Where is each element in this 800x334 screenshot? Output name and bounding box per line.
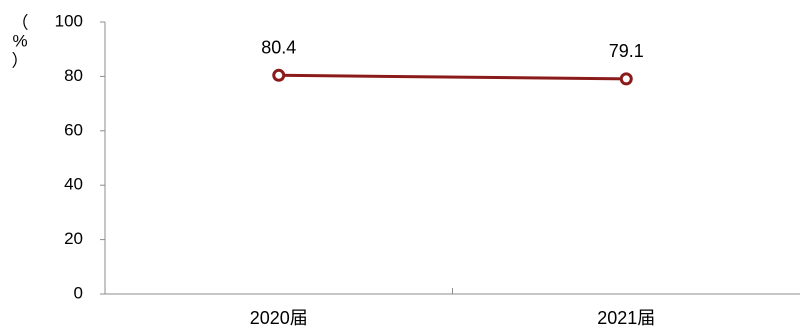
x-axis-ticks: 2020届 2021届	[250, 288, 655, 328]
y-axis-label-unit: %	[12, 31, 27, 50]
y-axis-label-open: （	[12, 13, 29, 32]
data-label: 80.4	[261, 37, 296, 57]
axes	[104, 22, 800, 295]
y-tick-label: 20	[64, 229, 83, 248]
x-tick-label: 2021届	[597, 308, 655, 328]
x-tick-label: 2020届	[250, 308, 308, 328]
y-axis-ticks: 0 20 40 60 80 100	[55, 11, 105, 302]
y-tick-label: 40	[64, 175, 83, 194]
series-line	[278, 73, 627, 81]
y-tick-label: 60	[64, 120, 83, 139]
y-axis-label: （ % ）	[12, 13, 29, 70]
y-axis-label-close: ）	[12, 51, 29, 70]
data-point	[272, 68, 286, 82]
data-label: 79.1	[609, 41, 644, 61]
series-group: 80.4 79.1	[261, 37, 644, 86]
y-tick-label: 100	[55, 11, 83, 30]
y-tick-label: 0	[74, 283, 83, 302]
data-point	[619, 72, 633, 86]
y-tick-label: 80	[64, 66, 83, 85]
